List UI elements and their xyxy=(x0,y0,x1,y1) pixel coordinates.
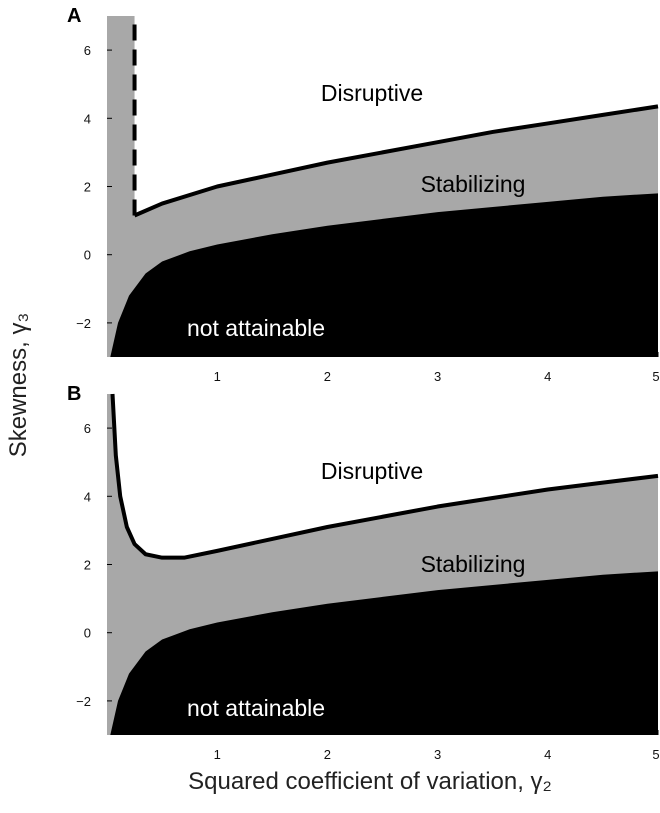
y-tick-label: 4 xyxy=(84,111,91,126)
panel-letter: B xyxy=(67,383,81,405)
x-tick-label: 2 xyxy=(324,747,331,762)
y-tick-label: 0 xyxy=(84,626,91,641)
y-tick-label: 6 xyxy=(84,43,91,58)
x-tick-label: 1 xyxy=(214,369,221,384)
panel-letter: A xyxy=(67,5,81,27)
y-tick-label: 4 xyxy=(84,489,91,504)
panel-b: −2 0 2 4 6 1 2 3 4 5 B Disruptive Stabilizing not att… xyxy=(67,383,660,762)
panel-a: −2 0 2 4 6 1 2 3 4 5 A Disruptive Stabilizing not att… xyxy=(67,5,660,384)
stabilizing-label: Stabilizing xyxy=(421,171,526,197)
y-tick-label: 2 xyxy=(84,558,91,573)
not-attainable-label: not attainable xyxy=(187,695,325,721)
y-tick-label: 6 xyxy=(84,421,91,436)
disruptive-label: Disruptive xyxy=(321,80,423,106)
y-tick-label: −2 xyxy=(76,316,91,331)
x-tick-label: 4 xyxy=(544,369,551,384)
y-tick-label: 0 xyxy=(84,248,91,263)
x-tick-label: 3 xyxy=(434,369,441,384)
not-attainable-region xyxy=(110,193,658,357)
x-tick-label: 4 xyxy=(544,747,551,762)
x-tick-label: 5 xyxy=(652,369,659,384)
boundary-curve xyxy=(110,393,659,560)
x-tick-label: 2 xyxy=(324,369,331,384)
not-attainable-label: not attainable xyxy=(187,315,325,341)
y-axis-title: Skewness, γ₃ xyxy=(5,313,32,458)
not-attainable-region xyxy=(110,571,658,735)
x-tick-label: 1 xyxy=(214,747,221,762)
disruptive-label: Disruptive xyxy=(321,458,423,484)
y-tick-label: 2 xyxy=(84,180,91,195)
boundary-curve xyxy=(133,104,659,218)
x-tick-label: 3 xyxy=(434,747,441,762)
y-tick-label: −2 xyxy=(76,694,91,709)
x-tick-label: 5 xyxy=(652,747,659,762)
stabilizing-label: Stabilizing xyxy=(421,551,526,577)
x-axis-title: Squared coefficient of variation, γ₂ xyxy=(188,768,552,795)
